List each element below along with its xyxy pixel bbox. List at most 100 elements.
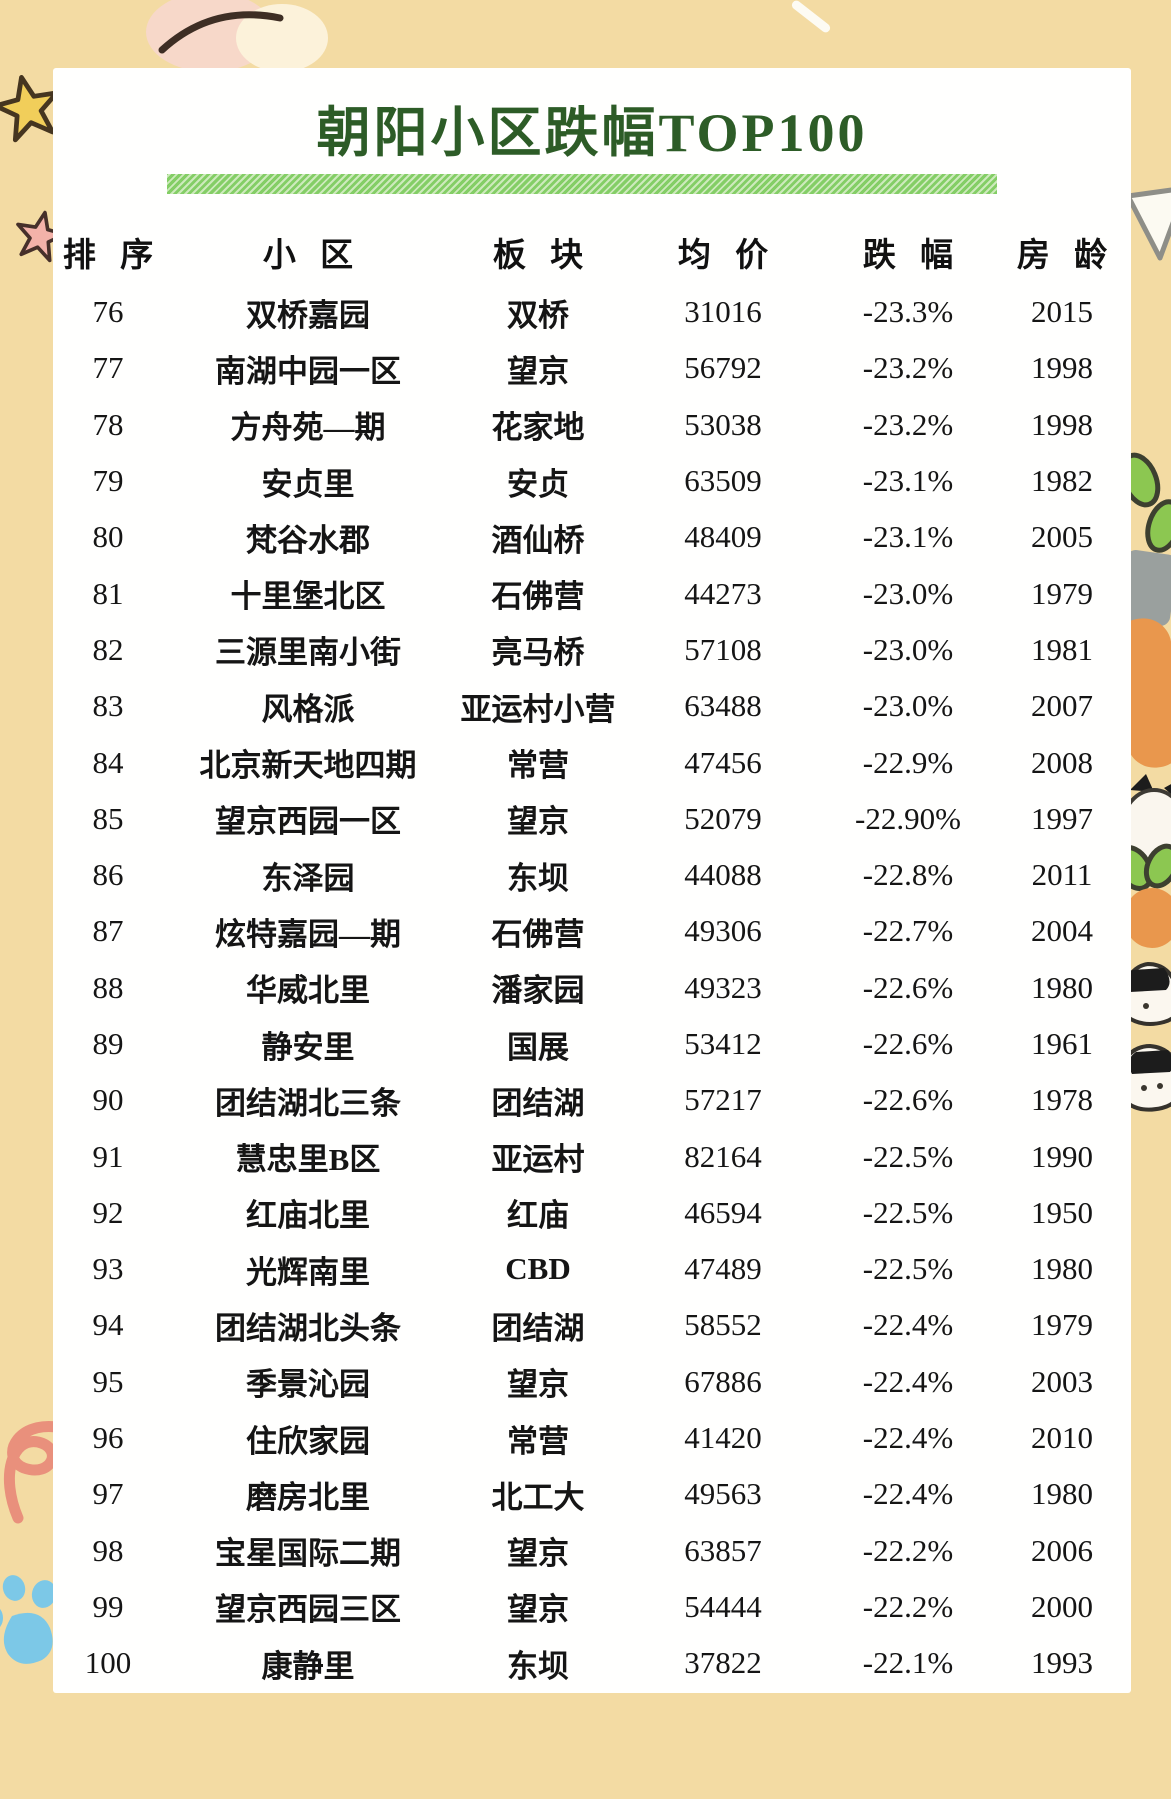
district-cell: 东坝 — [507, 860, 569, 896]
rank-cell: 84 — [92, 744, 124, 780]
table-row: 80 梵谷水郡 酒仙桥 48409 -23.1% 2005 — [53, 509, 1131, 565]
community-cell: 风格派 — [261, 691, 355, 727]
table-row: 96 住欣家园 常营 41420 -22.4% 2010 — [53, 1410, 1131, 1466]
district-cell: 石佛营 — [491, 916, 585, 952]
district-cell: 双桥 — [507, 297, 569, 333]
rank-cell: 93 — [92, 1251, 124, 1287]
header-drop: 跌 幅 — [862, 238, 954, 274]
drop-cell: -23.2% — [862, 350, 954, 386]
table-header-row: 排 序 小 区 板 块 均 价 跌 幅 房 龄 — [53, 228, 1131, 276]
community-cell: 团结湖北三条 — [215, 1085, 401, 1121]
price-cell: 53038 — [684, 406, 762, 442]
price-cell: 46594 — [684, 1194, 762, 1230]
community-cell: 方舟苑—期 — [230, 410, 386, 446]
rank-cell: 91 — [92, 1138, 124, 1174]
table-row: 98 宝星国际二期 望京 63857 -22.2% 2006 — [53, 1523, 1131, 1579]
community-cell: 慧忠里B区 — [235, 1142, 381, 1178]
district-cell: 常营 — [507, 1423, 569, 1459]
age-cell: 1980 — [1031, 969, 1093, 1005]
price-cell: 57217 — [684, 1082, 762, 1118]
drop-cell: -23.0% — [862, 688, 954, 724]
rank-cell: 97 — [92, 1476, 124, 1512]
district-cell: 酒仙桥 — [491, 522, 585, 558]
table-row: 84 北京新天地四期 常营 47456 -22.9% 2008 — [53, 734, 1131, 790]
ranking-card: 朝阳小区跌幅TOP100 排 序 小 区 板 块 均 价 跌 幅 房 龄 76 双… — [53, 68, 1131, 1693]
price-cell: 56792 — [684, 350, 762, 386]
age-cell: 1961 — [1031, 1026, 1093, 1061]
rank-cell: 94 — [92, 1307, 124, 1343]
drop-cell: -22.4% — [862, 1307, 954, 1343]
age-cell: 1978 — [1031, 1082, 1093, 1118]
district-cell: 望京 — [507, 1592, 569, 1628]
drop-cell: -22.4% — [862, 1476, 954, 1512]
drop-cell: -23.1% — [862, 463, 954, 499]
age-cell: 1998 — [1031, 350, 1093, 386]
table-row: 94 团结湖北头条 团结湖 58552 -22.4% 1979 — [53, 1297, 1131, 1353]
table-row: 79 安贞里 安贞 63509 -23.1% 1982 — [53, 453, 1131, 509]
price-cell: 49306 — [684, 913, 762, 949]
age-cell: 1980 — [1031, 1476, 1093, 1512]
header-district: 板 块 — [492, 238, 584, 274]
district-cell: 东坝 — [507, 1648, 569, 1684]
age-cell: 2000 — [1031, 1588, 1093, 1624]
district-cell: 团结湖 — [491, 1310, 585, 1346]
rank-cell: 80 — [92, 519, 124, 555]
district-cell: 望京 — [507, 1536, 569, 1572]
price-cell: 49563 — [684, 1476, 762, 1512]
table-row: 81 十里堡北区 石佛营 44273 -23.0% 1979 — [53, 565, 1131, 621]
drop-cell: -23.2% — [862, 406, 954, 442]
drop-cell: -22.4% — [862, 1363, 954, 1399]
community-cell: 十里堡北区 — [230, 579, 386, 615]
age-cell: 2007 — [1031, 688, 1093, 724]
age-cell: 2008 — [1031, 744, 1093, 780]
price-cell: 47456 — [684, 744, 762, 780]
rank-cell: 87 — [92, 913, 124, 949]
price-cell: 37822 — [684, 1645, 762, 1681]
drop-cell: -22.2% — [862, 1588, 954, 1624]
age-cell: 2003 — [1031, 1363, 1093, 1399]
price-cell: 31016 — [684, 294, 762, 330]
community-cell: 望京西园三区 — [215, 1592, 401, 1628]
price-cell: 63509 — [684, 463, 762, 499]
table-row: 99 望京西园三区 望京 54444 -22.2% 2000 — [53, 1579, 1131, 1635]
drop-cell: -22.6% — [862, 1082, 954, 1118]
rank-cell: 96 — [92, 1420, 124, 1456]
district-cell: 北工大 — [491, 1479, 585, 1515]
drop-cell: -22.1% — [862, 1645, 954, 1681]
rank-cell: 79 — [92, 463, 124, 499]
page-title: 朝阳小区跌幅TOP100 — [316, 103, 868, 163]
white-triangle-icon — [1125, 187, 1171, 261]
rank-cell: 99 — [92, 1588, 124, 1624]
district-cell: 团结湖 — [491, 1085, 585, 1121]
age-cell: 2015 — [1031, 294, 1093, 330]
district-cell: 花家地 — [491, 410, 585, 446]
table-row: 86 东泽园 东坝 44088 -22.8% 2011 — [53, 847, 1131, 903]
price-cell: 47489 — [684, 1251, 762, 1287]
price-cell: 52079 — [684, 800, 762, 836]
drop-cell: -22.5% — [862, 1251, 954, 1287]
rank-cell: 77 — [92, 350, 124, 386]
header-age: 房 龄 — [1016, 238, 1108, 274]
rank-cell: 92 — [92, 1194, 124, 1230]
community-cell: 光辉南里 — [246, 1254, 370, 1290]
drop-cell: -22.2% — [862, 1532, 954, 1568]
table-row: 91 慧忠里B区 亚运村 82164 -22.5% 1990 — [53, 1128, 1131, 1184]
community-cell: 安贞里 — [261, 466, 355, 502]
community-cell: 梵谷水郡 — [246, 522, 370, 558]
community-cell: 团结湖北头条 — [215, 1310, 401, 1346]
white-dash-icon — [790, 0, 832, 35]
district-cell: CBD — [505, 1251, 571, 1287]
rank-cell: 90 — [92, 1082, 124, 1118]
price-cell: 44273 — [684, 575, 762, 611]
age-cell: 1990 — [1031, 1138, 1093, 1174]
price-cell: 49323 — [684, 969, 762, 1005]
age-cell: 1982 — [1031, 463, 1093, 499]
price-cell: 53412 — [684, 1026, 762, 1061]
district-cell: 红庙 — [507, 1198, 569, 1234]
rank-cell: 78 — [92, 406, 124, 442]
price-cell: 63857 — [684, 1532, 762, 1568]
drop-cell: -22.6% — [862, 1026, 954, 1061]
district-cell: 安贞 — [507, 466, 569, 502]
age-cell: 2006 — [1031, 1532, 1093, 1568]
community-cell: 宝星国际二期 — [215, 1536, 401, 1572]
